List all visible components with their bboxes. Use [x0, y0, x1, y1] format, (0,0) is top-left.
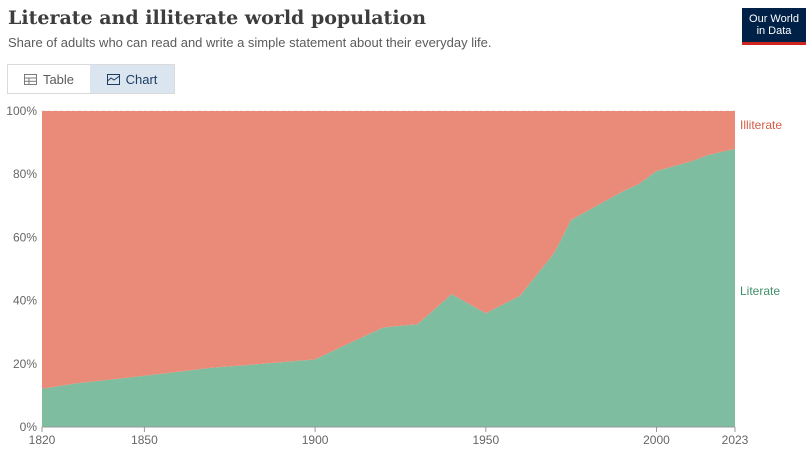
owid-logo[interactable]: Our World in Data	[742, 8, 806, 45]
tab-chart-label: Chart	[125, 71, 158, 87]
x-tick-label-1850: 1850	[131, 433, 158, 447]
y-tick-label-20: 20%	[13, 357, 37, 371]
series-label-illiterate[interactable]: Illiterate	[740, 118, 782, 132]
table-icon	[23, 73, 37, 85]
y-tick-label-40: 40%	[13, 294, 37, 308]
chart-title: Literate and illiterate world population	[8, 7, 427, 29]
x-tick-label-1900: 1900	[302, 433, 329, 447]
y-tick-label-0: 0%	[20, 420, 38, 434]
x-tick-label-2023: 2023	[722, 433, 749, 447]
y-tick-label-80: 80%	[13, 167, 37, 181]
logo-line-2: in Data	[756, 25, 792, 37]
x-tick-label-1950: 1950	[472, 433, 499, 447]
y-tick-label-100: 100%	[6, 104, 37, 118]
view-tabs: Table Chart	[7, 64, 175, 94]
x-tick-label-1820: 1820	[29, 433, 56, 447]
series-label-literate[interactable]: Literate	[740, 284, 780, 298]
area-literate[interactable]	[42, 148, 735, 428]
y-tick-label-60: 60%	[13, 230, 37, 244]
tab-chart[interactable]: Chart	[90, 65, 174, 93]
tab-table-label: Table	[42, 71, 75, 87]
chart-subtitle: Share of adults who can read and write a…	[8, 35, 492, 50]
logo-line-1: Our World	[749, 13, 799, 25]
area-illiterate[interactable]	[42, 111, 735, 389]
tab-table[interactable]: Table	[8, 65, 90, 93]
x-tick-label-2000: 2000	[643, 433, 670, 447]
chart-icon	[106, 73, 120, 85]
